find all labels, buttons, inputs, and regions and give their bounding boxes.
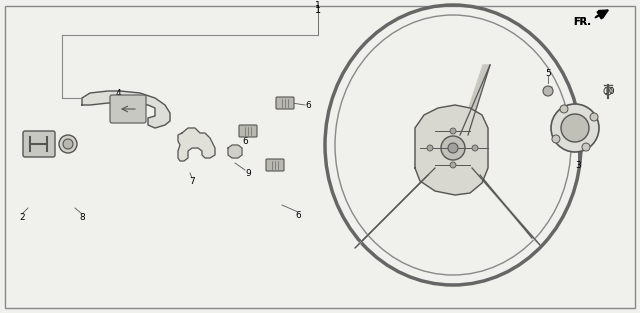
Text: 7: 7 [189, 177, 195, 186]
Text: 1: 1 [315, 1, 321, 9]
Text: FR.: FR. [573, 17, 591, 27]
Circle shape [59, 135, 77, 153]
Polygon shape [460, 65, 490, 135]
Circle shape [441, 136, 465, 160]
Circle shape [450, 128, 456, 134]
Polygon shape [178, 128, 215, 161]
Circle shape [472, 145, 478, 151]
Circle shape [427, 145, 433, 151]
Polygon shape [228, 145, 242, 158]
Text: 6: 6 [305, 100, 311, 110]
Circle shape [63, 139, 73, 149]
FancyBboxPatch shape [110, 95, 146, 123]
Text: 6: 6 [295, 211, 301, 219]
Text: 3: 3 [575, 161, 581, 170]
Circle shape [448, 143, 458, 153]
Circle shape [450, 162, 456, 168]
Text: 8: 8 [79, 213, 85, 222]
Polygon shape [355, 168, 435, 248]
Polygon shape [82, 91, 170, 128]
Circle shape [551, 104, 599, 152]
Circle shape [560, 105, 568, 113]
Text: 5: 5 [545, 69, 551, 78]
FancyBboxPatch shape [239, 125, 257, 137]
Circle shape [552, 135, 560, 143]
Text: 10: 10 [604, 86, 616, 95]
FancyBboxPatch shape [23, 131, 55, 157]
Text: 1: 1 [315, 5, 321, 15]
Circle shape [590, 113, 598, 121]
FancyBboxPatch shape [266, 159, 284, 171]
Text: FR.: FR. [573, 17, 591, 27]
Circle shape [543, 86, 553, 96]
Text: 9: 9 [245, 168, 251, 177]
FancyBboxPatch shape [276, 97, 294, 109]
Text: 4: 4 [115, 89, 121, 98]
Circle shape [582, 143, 590, 151]
Polygon shape [472, 168, 540, 245]
Circle shape [561, 114, 589, 142]
Text: 2: 2 [19, 213, 25, 222]
Polygon shape [415, 105, 488, 195]
Text: 6: 6 [242, 136, 248, 146]
